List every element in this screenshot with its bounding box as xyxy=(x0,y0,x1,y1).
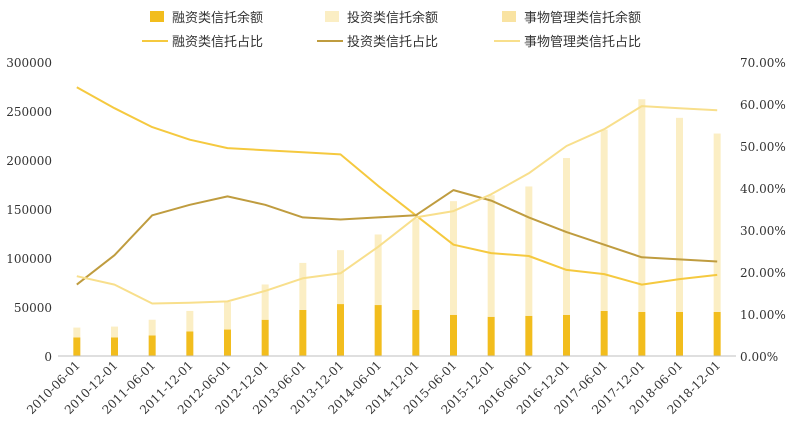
bar-series1 xyxy=(148,335,156,356)
bar-series2 xyxy=(73,327,81,338)
y2-tick-label: 10.00% xyxy=(740,308,786,322)
y2-tick-label: 70.00% xyxy=(740,56,786,70)
y-tick-label: 100000 xyxy=(6,252,52,266)
bar-series2 xyxy=(299,262,307,310)
y-axis-right: 0.00% 10.00% 20.00% 30.00% 40.00% 50.00% 60.00… xyxy=(740,56,786,364)
bar-series1 xyxy=(337,304,344,356)
bar-series2 xyxy=(111,326,118,338)
y-tick-label: 50000 xyxy=(14,301,52,315)
legend-label: 事物管理类信托余额 xyxy=(524,10,641,26)
y2-tick-label: 50.00% xyxy=(740,140,786,154)
bar-series1 xyxy=(224,329,231,356)
bar-series2 xyxy=(638,99,646,312)
legend-label: 事物管理类信托占比 xyxy=(524,35,641,50)
bar-series2 xyxy=(487,195,495,317)
line-series3 xyxy=(76,105,718,305)
y-tick-label: 250000 xyxy=(6,105,52,119)
bar-series2 xyxy=(337,250,344,305)
line-series1 xyxy=(76,86,718,286)
bar-series2 xyxy=(676,117,683,312)
bar-series1 xyxy=(412,309,420,356)
bar-series2 xyxy=(374,234,382,306)
y-axis-left: 0 50000 100000 150000 200000 250000 300000 xyxy=(6,56,52,364)
bar-series1 xyxy=(111,337,118,356)
bar-series2 xyxy=(186,310,194,332)
bar-series1 xyxy=(261,319,269,356)
y-tick-label: 300000 xyxy=(6,56,52,70)
y2-tick-label: 0.00% xyxy=(740,350,778,364)
y-tick-label: 150000 xyxy=(6,203,52,217)
legend-swatch xyxy=(502,11,516,22)
bar-series1 xyxy=(713,311,721,356)
bar-series2 xyxy=(148,319,156,336)
bar-series2 xyxy=(450,201,457,315)
bar-series1 xyxy=(525,315,533,356)
bar-series1 xyxy=(186,331,194,356)
legend-swatch xyxy=(150,11,164,22)
legend-label: 投资类信托余额 xyxy=(347,10,438,26)
bar-series2 xyxy=(525,186,533,316)
y2-tick-label: 30.00% xyxy=(740,224,786,238)
bar-group xyxy=(73,99,721,356)
bar-series1 xyxy=(600,310,608,356)
bar-series2 xyxy=(261,284,269,320)
bar-series2 xyxy=(713,133,721,312)
bar-series2 xyxy=(563,158,570,315)
bar-series1 xyxy=(638,311,646,356)
line-group xyxy=(76,86,718,305)
x-axis: 2010-06-012010-12-012011-06-012011-12-01… xyxy=(24,358,723,417)
y2-tick-label: 60.00% xyxy=(740,98,786,112)
y-tick-label: 200000 xyxy=(6,154,52,168)
bar-series1 xyxy=(450,314,457,356)
bar-series2 xyxy=(412,218,420,310)
bar-series2 xyxy=(224,302,231,330)
bar-series1 xyxy=(73,337,81,356)
bar-series1 xyxy=(299,309,307,356)
y-tick-label: 0 xyxy=(44,350,52,364)
bar-series1 xyxy=(374,305,382,356)
line-series2 xyxy=(76,189,718,286)
bar-series1 xyxy=(563,314,570,356)
legend-label: 融资类信托占比 xyxy=(172,35,263,50)
bar-series2 xyxy=(600,129,608,311)
bar-series1 xyxy=(676,311,683,356)
y2-tick-label: 40.00% xyxy=(740,182,786,196)
legend-label: 投资类信托占比 xyxy=(347,34,438,50)
legend-label: 融资类信托余额 xyxy=(172,10,263,26)
legend-swatch xyxy=(325,11,339,22)
y2-tick-label: 20.00% xyxy=(740,266,786,280)
bar-series1 xyxy=(487,316,495,356)
